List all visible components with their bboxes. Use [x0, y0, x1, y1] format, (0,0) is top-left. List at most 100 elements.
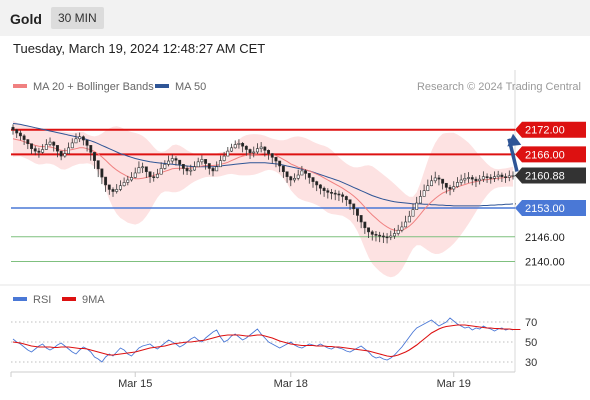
- candle-body: [448, 187, 452, 190]
- time-tick-label-1: Mar 18: [274, 378, 308, 390]
- candle-33: [133, 167, 137, 179]
- candle-body: [511, 175, 515, 177]
- candle-body: [455, 182, 459, 187]
- candle-body: [41, 149, 45, 153]
- level-label-4: 2140.00: [525, 257, 565, 269]
- candle-134: [507, 170, 511, 182]
- candle-body: [441, 178, 445, 184]
- candle-body: [174, 158, 178, 161]
- candle-40: [159, 162, 163, 175]
- candle-43: [170, 154, 174, 164]
- candle-103: [393, 228, 396, 239]
- candle-body: [74, 138, 78, 144]
- candle-body: [96, 160, 100, 170]
- candle-130: [493, 171, 496, 183]
- candle-body: [437, 177, 441, 180]
- candle-95: [363, 221, 367, 234]
- candle-body: [100, 168, 104, 178]
- candle-body: [493, 176, 496, 179]
- candle-body: [489, 177, 493, 179]
- candle-124: [470, 175, 474, 186]
- credit-text: Research © 2024 Trading Central: [417, 81, 581, 93]
- candle-body: [504, 176, 508, 178]
- candle-34: [137, 161, 141, 174]
- candle-38: [152, 172, 156, 182]
- candle-109: [415, 196, 419, 210]
- candle-133: [504, 173, 508, 183]
- candle-59: [230, 143, 233, 152]
- candle-body: [315, 181, 319, 186]
- candle-42: [167, 155, 171, 167]
- candle-body: [163, 164, 167, 169]
- candle-body: [55, 145, 59, 152]
- candle-body: [370, 231, 374, 235]
- level-labels: 2172.00 2166.00 2153.00 2146.00 2140.00 2160.…: [515, 121, 586, 269]
- candle-body: [218, 160, 222, 168]
- candle-body: [148, 171, 152, 177]
- candle-11: [52, 141, 56, 152]
- candle-60: [233, 140, 237, 149]
- candle-14: [63, 148, 67, 158]
- candle-30: [122, 177, 126, 187]
- candle-body: [400, 226, 404, 231]
- candle-37: [148, 171, 152, 183]
- candle-86: [330, 189, 333, 200]
- candle-9: [44, 139, 48, 150]
- candle-body: [296, 174, 300, 179]
- candle-body: [85, 139, 89, 146]
- candle-79: [304, 169, 308, 180]
- candle-4: [26, 139, 30, 150]
- candle-body: [463, 178, 467, 181]
- candle-99: [378, 231, 382, 243]
- candle-body: [444, 182, 448, 188]
- rsi-9ma-line: [12, 324, 521, 358]
- candle-body: [196, 161, 200, 168]
- candle-112: [426, 179, 430, 192]
- candle-119: [452, 181, 456, 192]
- candle-135: [511, 171, 515, 180]
- candle-2: [18, 130, 22, 141]
- candle-body: [322, 187, 326, 191]
- candle-45: [178, 159, 182, 171]
- candle-120: [455, 177, 459, 188]
- candle-body: [381, 235, 385, 238]
- candle-body: [452, 186, 456, 190]
- timeframe-button[interactable]: 30 MIN: [51, 7, 104, 29]
- candle-78: [300, 165, 304, 176]
- candle-body: [252, 151, 256, 154]
- candle-65: [252, 146, 256, 158]
- ma20-line: [12, 138, 514, 232]
- candle-50: [196, 157, 200, 168]
- candle-55: [215, 161, 219, 172]
- rsi-legend: RSI 9MA: [13, 294, 105, 306]
- candle-61: [237, 139, 241, 149]
- candle-body: [467, 177, 471, 179]
- candle-body: [193, 166, 196, 171]
- candle-body: [115, 189, 119, 192]
- candle-body: [248, 149, 252, 154]
- candle-body: [126, 179, 130, 183]
- candle-70: [270, 153, 274, 164]
- candle-25: [104, 176, 108, 192]
- candle-body: [81, 136, 85, 141]
- candle-body: [241, 143, 245, 147]
- candle-68: [263, 146, 267, 157]
- candle-39: [155, 168, 159, 179]
- candle-127: [481, 171, 485, 183]
- candle-100: [381, 232, 385, 243]
- rsi-tick-label-2: 30: [525, 357, 537, 369]
- candle-26: [107, 184, 111, 195]
- candle-body: [304, 170, 308, 174]
- candle-105: [400, 221, 404, 233]
- candle-body: [418, 196, 422, 204]
- candle-92: [352, 203, 356, 215]
- candle-36: [144, 166, 148, 178]
- candle-16: [70, 138, 74, 149]
- candle-66: [255, 143, 259, 155]
- candle-body: [289, 176, 293, 181]
- level-label-1: 2166.00: [525, 149, 565, 161]
- candle-body: [15, 129, 19, 134]
- candle-126: [478, 175, 482, 185]
- candle-body: [155, 173, 159, 178]
- candle-56: [218, 155, 222, 168]
